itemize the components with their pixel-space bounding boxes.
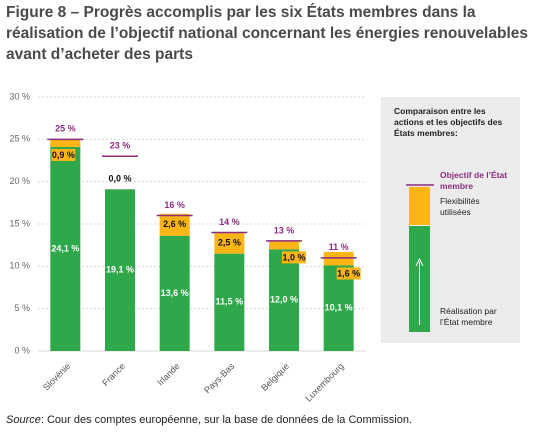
y-tick-label: 0 % (14, 345, 30, 355)
target-label: 14 % (219, 217, 240, 227)
target-label: 11 % (329, 242, 349, 252)
bar-achieved (214, 253, 245, 351)
legend-orange (409, 187, 430, 225)
bar-label: 12,0 % (270, 295, 298, 305)
legend-orange-box: Flexibilités utilisées (440, 196, 480, 217)
bar-achieved (159, 235, 190, 351)
y-tick-label: 15 % (9, 218, 30, 228)
flex-label: 2,6 % (163, 219, 186, 229)
source-label: Source (6, 414, 41, 426)
x-tick-label: Belgique (259, 361, 291, 393)
bar-achieved (323, 265, 354, 351)
y-tick-label: 30 % (9, 91, 30, 101)
bar-achieved (50, 146, 81, 351)
x-tick-label: Slovénie (41, 361, 72, 392)
legend-arrow-head (415, 257, 424, 267)
bar-flexibility (269, 240, 299, 250)
x-tick-label: Luxembourg (303, 361, 345, 403)
flex-label: 0,0 % (108, 174, 131, 184)
y-tick-label: 25 % (9, 134, 30, 144)
y-tick-label: 5 % (14, 303, 30, 313)
bar-label: 11,5 % (216, 297, 244, 307)
flex-label: 1,0 % (282, 252, 305, 262)
flex-label: 2,5 % (218, 237, 241, 247)
y-tick-label: 10 % (9, 261, 30, 271)
bar-label: 10,1 % (325, 303, 353, 313)
flex-label: 0,9 % (52, 150, 75, 160)
bar-label: 19,1 % (106, 265, 134, 275)
target-label: 25 % (55, 124, 76, 134)
legend-green-box: Réalisation par l’État membre (440, 306, 497, 327)
bar-flexibility (323, 251, 354, 266)
source: Source: Cour des comptes européenne, sur… (6, 414, 412, 426)
legend-green-label: Réalisation par l’État membre (440, 306, 497, 327)
x-tick-label: France (100, 361, 127, 388)
flex-label: 1,6 % (337, 268, 360, 278)
y-tick-label: 20 % (9, 176, 30, 186)
x-tick-label: Pays-Bas (202, 361, 237, 396)
bar-achieved (105, 189, 135, 351)
bar-achieved (269, 249, 299, 351)
legend-orange-label: Flexibilités utilisées (440, 196, 480, 217)
flex-badge (336, 267, 361, 280)
x-tick-label: Irlande (155, 361, 182, 388)
bar-label: 13,6 % (161, 288, 189, 298)
flex-badge (51, 148, 76, 161)
source-text: : Cour des comptes européenne, sur la ba… (40, 414, 413, 426)
bar-flexibility (159, 213, 190, 236)
bar-flexibility (214, 232, 245, 254)
target-label: 23 % (110, 141, 131, 151)
target-label: 13 % (274, 225, 295, 235)
chart-title: Figure 8 – Progrès accomplis par les six… (6, 4, 528, 63)
legend-box (381, 97, 520, 343)
legend-target-box: Objectif de l’État membre (440, 170, 508, 191)
flex-badge (282, 251, 306, 264)
target-label: 16 % (164, 200, 185, 210)
bar-flexibility (50, 139, 81, 147)
bar-label: 24,1 % (51, 243, 79, 253)
legend-target-label: Objectif de l’État membre (440, 170, 508, 191)
legend-title: Comparaison entre les actions et les obj… (394, 106, 503, 138)
legend-title-box: Comparaison entre les actions et les obj… (394, 106, 503, 138)
